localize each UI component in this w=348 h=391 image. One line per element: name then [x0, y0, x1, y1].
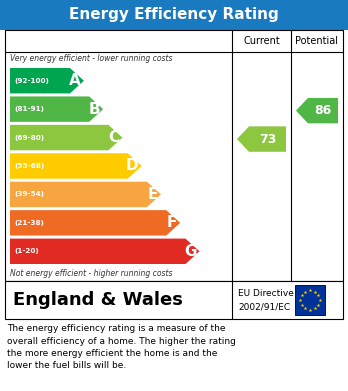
Text: E: E	[148, 187, 158, 202]
Bar	[295, 285, 325, 315]
Bar	[5, 30, 343, 281]
Text: (39-54): (39-54)	[14, 192, 44, 197]
Text: G: G	[184, 244, 197, 259]
Bar	[5, 281, 343, 319]
Polygon shape	[10, 210, 180, 235]
Text: (81-91): (81-91)	[14, 106, 44, 112]
Text: C: C	[108, 130, 119, 145]
Text: (69-80): (69-80)	[14, 135, 44, 141]
Text: Current: Current	[243, 36, 280, 46]
Text: EU Directive: EU Directive	[238, 289, 294, 298]
Text: B: B	[88, 102, 100, 117]
Text: 73: 73	[259, 133, 276, 145]
Polygon shape	[10, 182, 161, 207]
Text: (1-20): (1-20)	[14, 248, 39, 254]
Polygon shape	[10, 97, 103, 122]
Text: The energy efficiency rating is a measure of the
overall efficiency of a home. T: The energy efficiency rating is a measur…	[7, 324, 236, 371]
Text: England & Wales: England & Wales	[13, 291, 183, 309]
Text: (21-38): (21-38)	[14, 220, 44, 226]
Text: 2002/91/EC: 2002/91/EC	[238, 303, 290, 312]
Polygon shape	[10, 153, 142, 179]
Polygon shape	[237, 126, 286, 152]
Text: Potential: Potential	[295, 36, 339, 46]
Text: Energy Efficiency Rating: Energy Efficiency Rating	[69, 7, 279, 23]
Polygon shape	[10, 68, 84, 93]
Text: (92-100): (92-100)	[14, 78, 49, 84]
Polygon shape	[10, 239, 199, 264]
Text: D: D	[126, 158, 139, 174]
Text: Very energy efficient - lower running costs: Very energy efficient - lower running co…	[10, 54, 173, 63]
Text: F: F	[167, 215, 177, 230]
Text: A: A	[69, 73, 81, 88]
Polygon shape	[10, 125, 122, 150]
Text: (55-68): (55-68)	[14, 163, 44, 169]
Text: Not energy efficient - higher running costs: Not energy efficient - higher running co…	[10, 269, 173, 278]
Text: 86: 86	[314, 104, 332, 117]
Bar	[0, 0, 348, 30]
Polygon shape	[296, 98, 338, 123]
